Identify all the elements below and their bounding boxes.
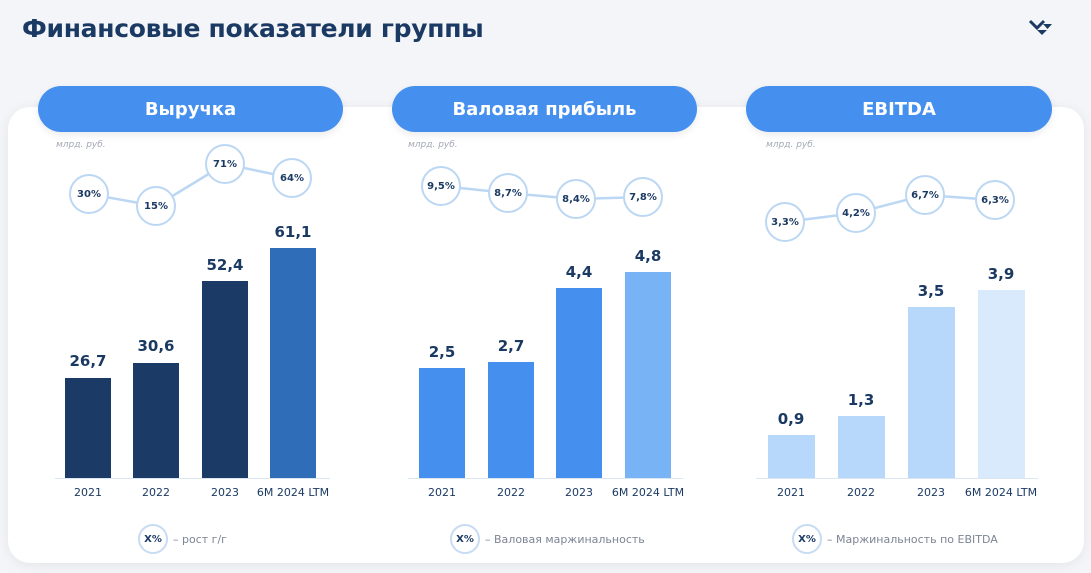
bar-value: 4,4 — [565, 263, 593, 281]
x-label: 2021 — [777, 486, 805, 499]
margin-circle: 8,7% — [488, 173, 528, 213]
tab-revenue[interactable]: Выручка — [38, 86, 343, 132]
legend: X% – Маржинальность по EBITDA — [792, 524, 998, 554]
x-label: 2022 — [142, 486, 170, 499]
x-label: 6M 2024 LTM — [964, 486, 1038, 499]
bar-value: 26,7 — [69, 352, 107, 370]
x-label: 6M 2024 LTM — [256, 486, 330, 499]
unit-label: млрд. руб. — [766, 140, 816, 150]
ebitda-margin-circle: 4,2% — [836, 193, 876, 233]
revenue-bar-2023 — [202, 281, 248, 478]
ebitda-bar-2022 — [838, 416, 885, 478]
page-title: Финансовые показатели группы — [22, 14, 484, 43]
margin-circle: 7,8% — [623, 177, 663, 217]
bar-value: 2,5 — [428, 343, 456, 361]
gross-bar-2023 — [556, 288, 602, 478]
x-axis-line — [408, 478, 683, 479]
margin-circle: 8,4% — [556, 179, 596, 219]
revenue-bar-2022 — [133, 363, 179, 478]
x-label: 2022 — [847, 486, 875, 499]
bar-value: 0,9 — [777, 410, 805, 428]
ebitda-bar-2021 — [768, 435, 815, 478]
bar-value: 3,9 — [987, 265, 1015, 283]
revenue-bar-2021 — [65, 378, 111, 478]
revenue-bar-6m2024 — [270, 248, 316, 478]
legend-text: – рост г/г — [173, 532, 227, 546]
bar-value: 1,3 — [847, 391, 875, 409]
x-label: 2023 — [211, 486, 239, 499]
growth-circle: 15% — [136, 186, 176, 226]
tab-ebitda[interactable]: EBITDA — [746, 86, 1052, 132]
x-axis-line — [55, 478, 330, 479]
unit-label: млрд. руб. — [56, 140, 106, 150]
gross-bar-2021 — [419, 368, 465, 478]
margin-circle: 9,5% — [421, 166, 461, 206]
bar-value: 30,6 — [137, 337, 175, 355]
x-axis-line — [756, 478, 1038, 479]
growth-circle: 71% — [205, 144, 245, 184]
bar-value: 4,8 — [634, 247, 662, 265]
bar-value: 61,1 — [274, 223, 312, 241]
gross-bar-2022 — [488, 362, 534, 478]
bar-value: 3,5 — [917, 282, 945, 300]
unit-label: млрд. руб. — [408, 140, 458, 150]
growth-circle: 30% — [69, 174, 109, 214]
legend-badge: X% — [138, 524, 168, 554]
ebitda-margin-circle: 6,3% — [975, 180, 1015, 220]
legend: X% – рост г/г — [138, 524, 227, 554]
x-label: 2021 — [74, 486, 102, 499]
x-label: 2022 — [497, 486, 525, 499]
tab-gross-profit[interactable]: Валовая прибыль — [392, 86, 697, 132]
double-chevron-logo-icon — [1028, 19, 1052, 35]
ebitda-bar-6m2024 — [978, 290, 1025, 478]
legend-text: – Валовая маржинальность — [485, 532, 645, 546]
ebitda-bar-2023 — [908, 307, 955, 478]
legend-badge: X% — [450, 524, 480, 554]
x-label: 6M 2024 LTM — [611, 486, 685, 499]
legend-text: – Маржинальность по EBITDA — [827, 532, 998, 546]
gross-bar-6m2024 — [625, 272, 671, 478]
bar-value: 2,7 — [497, 337, 525, 355]
x-label: 2023 — [917, 486, 945, 499]
ebitda-margin-circle: 6,7% — [905, 175, 945, 215]
ebitda-margin-circle: 3,3% — [765, 202, 805, 242]
x-label: 2023 — [565, 486, 593, 499]
legend-badge: X% — [792, 524, 822, 554]
growth-circle: 64% — [272, 158, 312, 198]
bar-value: 52,4 — [206, 256, 244, 274]
legend: X% – Валовая маржинальность — [450, 524, 645, 554]
x-label: 2021 — [428, 486, 456, 499]
